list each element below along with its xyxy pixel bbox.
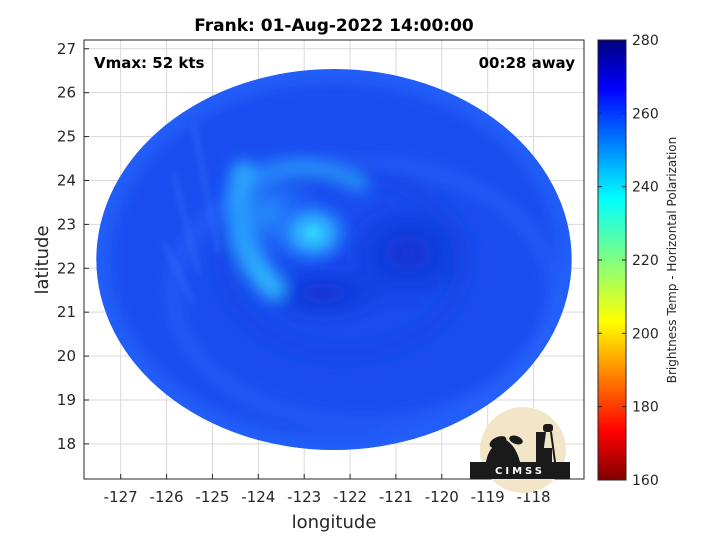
x-tick-label: -120 (425, 488, 459, 506)
colorbar-tick-label: 260 (632, 106, 659, 122)
y-tick-label: 22 (57, 259, 76, 277)
y-tick-label: 23 (57, 215, 76, 233)
y-tick-label: 18 (57, 435, 76, 453)
x-tick-label: -124 (241, 488, 275, 506)
x-tick-label: -127 (104, 488, 138, 506)
x-tick-label: -125 (195, 488, 229, 506)
cimss-logo-text: CIMSS (495, 466, 545, 477)
brightness-field (96, 69, 572, 450)
time-away-annotation: 00:28 away (479, 54, 576, 72)
y-tick-label: 25 (57, 128, 76, 146)
colorbar-ticks: 160 180 200 220 240 260 280 (598, 33, 659, 489)
y-tick-label: 24 (57, 171, 76, 189)
y-tick-label: 26 (57, 84, 76, 102)
y-tick-label: 21 (57, 303, 76, 321)
y-tick-label: 19 (57, 391, 76, 409)
axes-box (83, 39, 585, 480)
colorbar-tick-label: 180 (632, 400, 659, 416)
colorbar-tick-label: 220 (632, 253, 659, 269)
x-tick-label: -121 (379, 488, 413, 506)
swath-streak (170, 172, 201, 274)
colorbar-gradient (597, 39, 627, 481)
x-tick-label: -119 (471, 488, 505, 506)
colorbar-label: Brightness Temp - Horizontal Polarizatio… (665, 137, 679, 384)
swath-streak (161, 242, 196, 305)
storm-center (271, 197, 356, 270)
y-axis-label: latitude (32, 225, 53, 294)
vmax-annotation: Vmax: 52 kts (94, 54, 204, 72)
x-tick-label: -126 (150, 488, 184, 506)
colorbar-tick-label: 200 (632, 326, 659, 342)
chart-title: Frank: 01-Aug-2022 14:00:00 (194, 16, 474, 36)
x-tick-label: -122 (333, 488, 367, 506)
y-tick-label: 27 (57, 40, 76, 58)
y-axis-ticks: 18 19 20 21 22 23 24 25 26 27 (57, 40, 89, 453)
colorbar-tick-label: 160 (632, 473, 659, 489)
swath-streak (190, 122, 221, 254)
colorbar-tick-label: 280 (632, 33, 659, 49)
x-tick-label: -123 (287, 488, 321, 506)
rainband-ring (166, 156, 561, 431)
cimss-logo: CIMSS (470, 407, 570, 493)
colorbar: 160 180 200 220 240 260 280 Brightness Temp - … (597, 33, 679, 489)
dark-moat-south (253, 263, 394, 324)
y-tick-label: 20 (57, 347, 76, 365)
x-axis-label: longitude (292, 512, 377, 533)
colorbar-tick-label: 240 (632, 180, 659, 196)
